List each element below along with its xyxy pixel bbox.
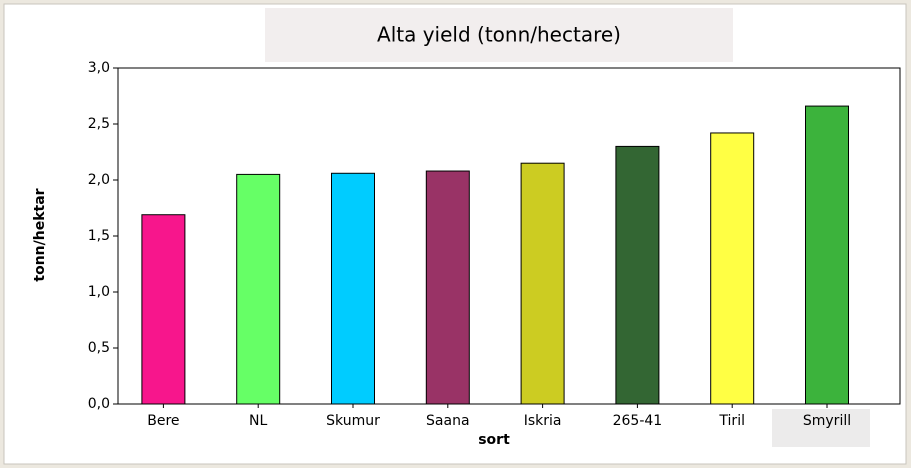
bar xyxy=(331,172,375,405)
bar xyxy=(615,145,660,405)
x-tick-label: 265-41 xyxy=(613,413,663,429)
y-tick-label: 0,0 xyxy=(88,396,110,412)
y-tick-label: 2,0 xyxy=(88,172,110,188)
bar xyxy=(425,170,470,405)
label-box xyxy=(772,409,870,447)
bar xyxy=(710,132,755,405)
y-tick-label: 2,5 xyxy=(88,116,110,132)
x-axis-label: sort xyxy=(478,432,510,448)
y-tick-label: 1,0 xyxy=(88,284,110,300)
x-tick-label: Skumur xyxy=(326,413,380,429)
title-box xyxy=(265,8,733,62)
bar xyxy=(236,173,281,405)
x-tick-label: Tiril xyxy=(718,413,745,429)
y-axis-label: tonn/hektar xyxy=(32,188,48,281)
bar xyxy=(520,162,565,405)
bar xyxy=(805,105,849,405)
x-tick-label: Iskria xyxy=(524,413,562,429)
bar xyxy=(141,214,186,405)
x-tick-label: Bere xyxy=(147,413,179,429)
x-tick-label: Smyrill xyxy=(803,413,851,429)
y-tick-label: 3,0 xyxy=(88,60,110,76)
x-tick-label: NL xyxy=(249,413,267,429)
y-tick-label: 0,5 xyxy=(88,340,110,356)
chart-title: Alta yield (tonn/hectare) xyxy=(377,23,621,47)
x-tick-label: Saana xyxy=(426,413,470,429)
y-tick-label: 1,5 xyxy=(88,228,110,244)
